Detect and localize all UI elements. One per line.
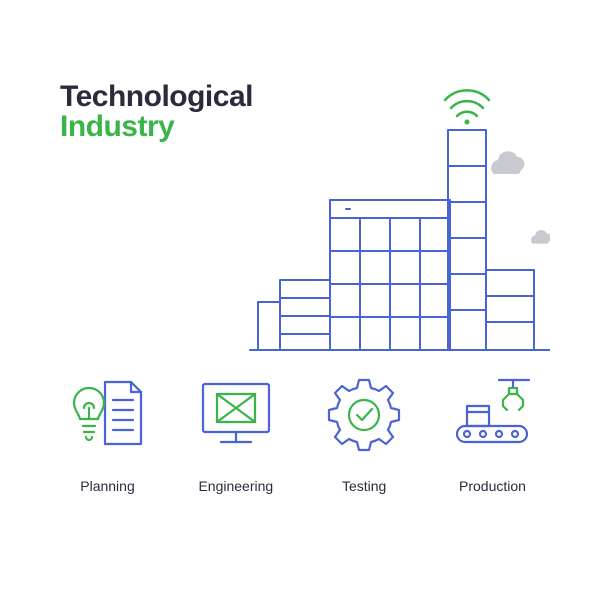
item-production: Production: [435, 370, 550, 494]
items-row: Planning Engineering: [50, 370, 550, 494]
title-line2: Industry: [60, 110, 253, 144]
title-line1: Technological: [60, 80, 253, 114]
item-testing: Testing: [307, 370, 422, 494]
bulb-doc-icon: [65, 370, 151, 456]
gear-check-icon: [321, 370, 407, 456]
item-label-engineering: Engineering: [198, 478, 273, 494]
cloud-icon: [531, 230, 550, 244]
item-label-production: Production: [459, 478, 526, 494]
item-label-planning: Planning: [80, 478, 135, 494]
item-label-testing: Testing: [342, 478, 386, 494]
wifi-icon: [445, 90, 489, 124]
cloud-icon: [491, 151, 524, 174]
item-engineering: Engineering: [178, 370, 293, 494]
monitor-design-icon: [193, 370, 279, 456]
conveyor-icon: [449, 370, 535, 456]
infographic-canvas: Technological Industry: [50, 50, 550, 550]
item-planning: Planning: [50, 370, 165, 494]
title-block: Technological Industry: [60, 80, 253, 144]
